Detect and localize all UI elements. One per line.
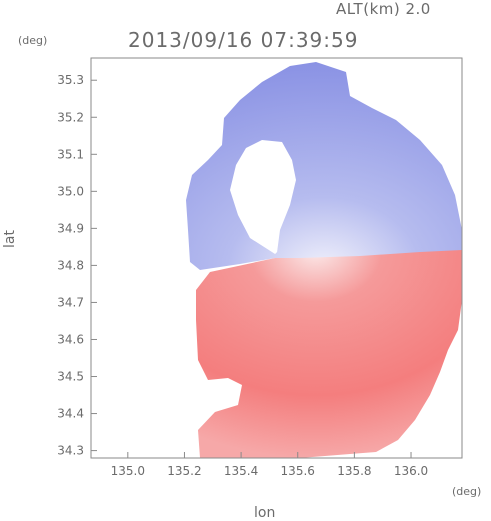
x-tick-label: 135.2 (167, 464, 201, 478)
y-tick-label: 34.3 (57, 444, 84, 458)
y-tick: 34.6 (57, 332, 97, 346)
x-tick-label: 135.0 (111, 464, 145, 478)
x-tick-label: 135.4 (224, 464, 258, 478)
x-axis-label: lon (254, 505, 276, 521)
y-tick: 34.4 (57, 407, 97, 421)
x-tick: 136.0 (394, 452, 428, 478)
y-tick-label: 34.6 (57, 332, 84, 346)
x-tick-label: 135.6 (281, 464, 315, 478)
chart-title-datetime: 2013/09/16 07:39:59 (128, 28, 359, 52)
y-tick-label: 34.5 (57, 370, 84, 384)
y-tick: 35.1 (57, 147, 97, 161)
x-tick: 135.8 (337, 452, 372, 478)
y-axis-unit: (deg) (18, 34, 48, 47)
x-tick: 135.2 (167, 452, 202, 478)
y-tick-label: 35.0 (57, 184, 84, 198)
x-tick: 135.6 (281, 452, 315, 478)
y-tick-label: 34.7 (57, 295, 84, 309)
y-tick: 34.7 (57, 295, 97, 309)
y-tick: 35.3 (57, 73, 97, 87)
plot-frame (90, 57, 463, 459)
y-tick-label: 34.9 (57, 221, 84, 235)
y-tick: 34.8 (57, 258, 97, 272)
y-tick: 34.5 (57, 370, 97, 384)
y-tick: 34.3 (57, 444, 97, 458)
altitude-label: ALT(km) 2.0 (336, 0, 431, 18)
no-echo-region (230, 140, 296, 254)
y-tick-label: 34.8 (57, 258, 84, 272)
receding-velocity-region (196, 250, 462, 458)
x-axis-unit: (deg) (452, 485, 482, 498)
y-tick-label: 35.1 (57, 147, 84, 161)
y-tick: 35.2 (57, 110, 97, 124)
x-tick: 135.4 (224, 452, 258, 478)
y-tick-label: 35.2 (57, 110, 84, 124)
x-tick-label: 136.0 (394, 464, 428, 478)
x-tick: 135.0 (111, 452, 145, 478)
y-tick-label: 34.4 (57, 407, 84, 421)
y-tick-label: 35.3 (57, 73, 84, 87)
y-tick: 35.0 (57, 184, 97, 198)
x-tick-label: 135.8 (337, 464, 371, 478)
y-tick: 34.9 (57, 221, 97, 235)
approaching-velocity-region (186, 62, 462, 270)
